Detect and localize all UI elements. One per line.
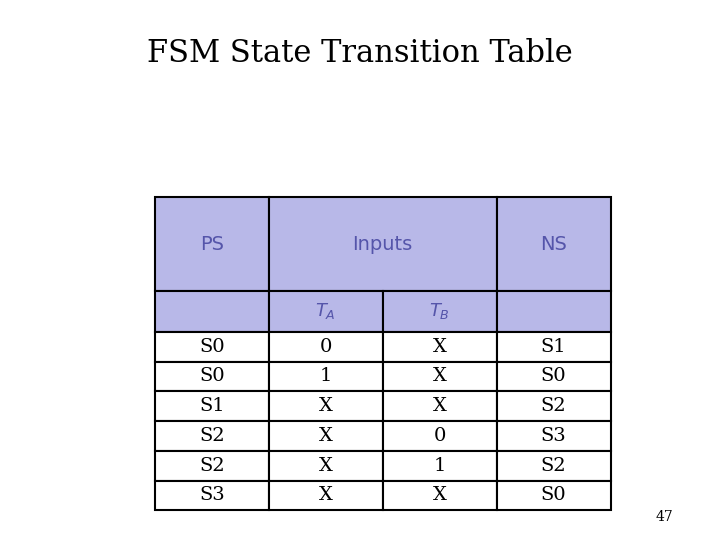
Bar (497, 421, 611, 451)
Text: X: X (319, 427, 333, 445)
Text: S2: S2 (541, 397, 567, 415)
Text: 1: 1 (320, 367, 332, 386)
Bar (155, 481, 269, 510)
Text: X: X (319, 457, 333, 475)
Text: NS: NS (540, 234, 567, 254)
Text: FSM State Transition Table: FSM State Transition Table (147, 38, 573, 69)
Text: Inputs: Inputs (353, 234, 413, 254)
Text: 0: 0 (433, 427, 446, 445)
Text: S3: S3 (541, 427, 567, 445)
Bar (269, 291, 383, 332)
Bar (383, 332, 497, 362)
Text: X: X (319, 487, 333, 504)
Bar (383, 421, 497, 451)
Bar (155, 421, 269, 451)
Bar (383, 392, 497, 421)
Text: X: X (319, 397, 333, 415)
Bar (155, 362, 269, 392)
Bar (383, 362, 497, 392)
Bar (497, 451, 611, 481)
Bar (155, 451, 269, 481)
Text: $T_B$: $T_B$ (429, 301, 450, 321)
Bar (269, 197, 497, 291)
Bar (269, 421, 383, 451)
Text: S0: S0 (541, 487, 567, 504)
Text: S1: S1 (541, 338, 567, 356)
Bar (269, 481, 383, 510)
Text: 0: 0 (320, 338, 332, 356)
Text: 1: 1 (433, 457, 446, 475)
Bar (383, 291, 497, 332)
Text: $T_A$: $T_A$ (315, 301, 336, 321)
Text: S2: S2 (199, 457, 225, 475)
Text: X: X (433, 367, 446, 386)
Bar (269, 451, 383, 481)
Text: 47: 47 (655, 510, 673, 524)
Bar (497, 362, 611, 392)
Bar (497, 197, 611, 291)
Text: S0: S0 (199, 367, 225, 386)
Bar (155, 392, 269, 421)
Bar (269, 332, 383, 362)
Text: S1: S1 (199, 397, 225, 415)
Bar (383, 451, 497, 481)
Text: X: X (433, 338, 446, 356)
Bar (269, 362, 383, 392)
Text: S2: S2 (199, 427, 225, 445)
Bar (497, 291, 611, 332)
Text: S0: S0 (541, 367, 567, 386)
Text: S2: S2 (541, 457, 567, 475)
Bar (497, 392, 611, 421)
Bar (497, 332, 611, 362)
Bar (383, 481, 497, 510)
Bar (155, 197, 269, 291)
Bar (155, 291, 269, 332)
Text: S3: S3 (199, 487, 225, 504)
Text: PS: PS (199, 234, 224, 254)
Bar (269, 392, 383, 421)
Bar (155, 332, 269, 362)
Text: S0: S0 (199, 338, 225, 356)
Text: X: X (433, 487, 446, 504)
Text: X: X (433, 397, 446, 415)
Bar (497, 481, 611, 510)
